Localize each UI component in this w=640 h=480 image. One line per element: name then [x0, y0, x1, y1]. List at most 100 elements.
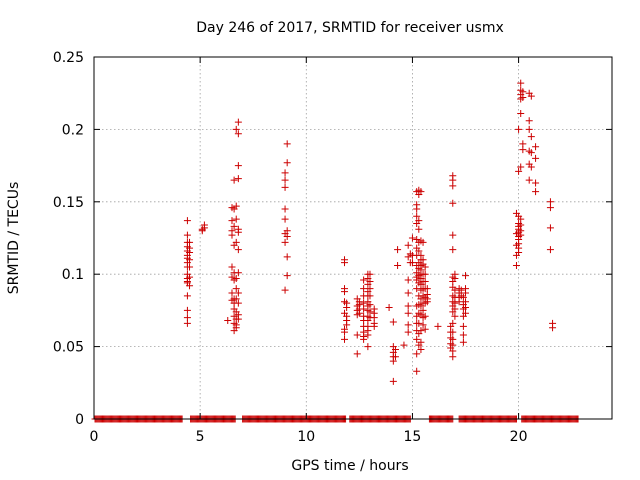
data-point	[421, 270, 429, 278]
data-point	[413, 285, 421, 293]
data-point	[527, 163, 535, 171]
data-point	[364, 343, 372, 351]
data-point	[232, 275, 240, 283]
data-point	[366, 270, 374, 278]
data-point	[515, 248, 523, 256]
y-tick-label: 0.1	[62, 267, 84, 283]
data-point	[366, 301, 374, 309]
x-tick-label: 10	[297, 429, 315, 445]
data-point	[517, 163, 525, 171]
data-point	[532, 188, 540, 196]
data-point	[421, 263, 429, 271]
data-point	[281, 286, 289, 294]
data-point	[404, 302, 412, 310]
data-point	[183, 319, 191, 327]
data-point	[186, 282, 194, 290]
data-point	[234, 118, 242, 126]
x-tick-label: 15	[404, 429, 422, 445]
data-point	[419, 238, 427, 246]
y-tick-label: 0.15	[53, 195, 84, 211]
data-point	[404, 289, 412, 297]
data-point	[421, 277, 429, 285]
data-point	[183, 231, 191, 239]
data-points	[91, 79, 582, 423]
data-point	[462, 289, 470, 297]
data-point	[408, 259, 416, 267]
data-point	[341, 335, 349, 343]
data-point	[234, 289, 242, 297]
data-point	[517, 109, 525, 117]
data-point	[364, 331, 372, 339]
data-point	[549, 324, 557, 332]
data-point	[234, 228, 242, 236]
data-point	[234, 130, 242, 138]
data-point	[462, 272, 470, 280]
data-point	[404, 241, 412, 249]
data-point	[415, 319, 423, 327]
data-point	[449, 182, 457, 190]
data-point	[449, 319, 457, 327]
data-point	[389, 377, 397, 385]
data-point	[232, 285, 240, 293]
y-axis-label: SRMTID / TECUs	[6, 182, 22, 295]
data-point	[419, 321, 427, 329]
data-point	[525, 117, 533, 125]
plot-frame	[93, 56, 613, 420]
data-point	[283, 233, 291, 241]
data-point	[517, 79, 525, 87]
data-point	[234, 175, 242, 183]
data-point	[385, 304, 393, 312]
data-point	[391, 345, 399, 353]
data-point	[186, 273, 194, 281]
data-point	[234, 315, 242, 323]
data-point	[228, 231, 236, 239]
data-point	[451, 275, 459, 283]
data-point	[183, 292, 191, 300]
data-point	[519, 146, 527, 154]
data-point	[283, 253, 291, 261]
data-point	[527, 149, 535, 157]
data-point	[417, 345, 425, 353]
data-point	[459, 322, 467, 330]
data-point	[413, 205, 421, 213]
data-point	[417, 327, 425, 335]
data-point	[546, 204, 554, 212]
data-point	[394, 246, 402, 254]
data-point	[449, 231, 457, 239]
data-point	[400, 341, 408, 349]
data-point	[360, 335, 368, 343]
y-tick-label: 0.25	[53, 50, 84, 66]
data-point	[281, 215, 289, 223]
data-point	[232, 202, 240, 210]
data-point	[421, 312, 429, 320]
data-point	[459, 331, 467, 339]
data-point	[404, 328, 412, 336]
data-point	[186, 263, 194, 271]
data-point	[532, 143, 540, 151]
data-point	[234, 269, 242, 277]
data-point	[413, 335, 421, 343]
data-point	[232, 295, 240, 303]
data-point	[234, 299, 242, 307]
data-point	[394, 262, 402, 270]
data-point	[341, 259, 349, 267]
data-point	[451, 305, 459, 313]
data-point	[353, 350, 361, 358]
data-point	[389, 357, 397, 365]
data-point	[343, 321, 351, 329]
data-point	[415, 217, 423, 225]
data-point	[232, 324, 240, 332]
data-point	[360, 285, 368, 293]
data-point	[451, 286, 459, 294]
data-point	[434, 322, 442, 330]
data-point	[515, 125, 523, 133]
data-point	[366, 277, 374, 285]
data-point	[360, 305, 368, 313]
y-tick-label: 0.2	[62, 122, 84, 138]
data-point	[366, 292, 374, 300]
x-axis-label: GPS time / hours	[291, 458, 408, 474]
data-point	[232, 238, 240, 246]
data-point	[360, 276, 368, 284]
data-point	[459, 338, 467, 346]
